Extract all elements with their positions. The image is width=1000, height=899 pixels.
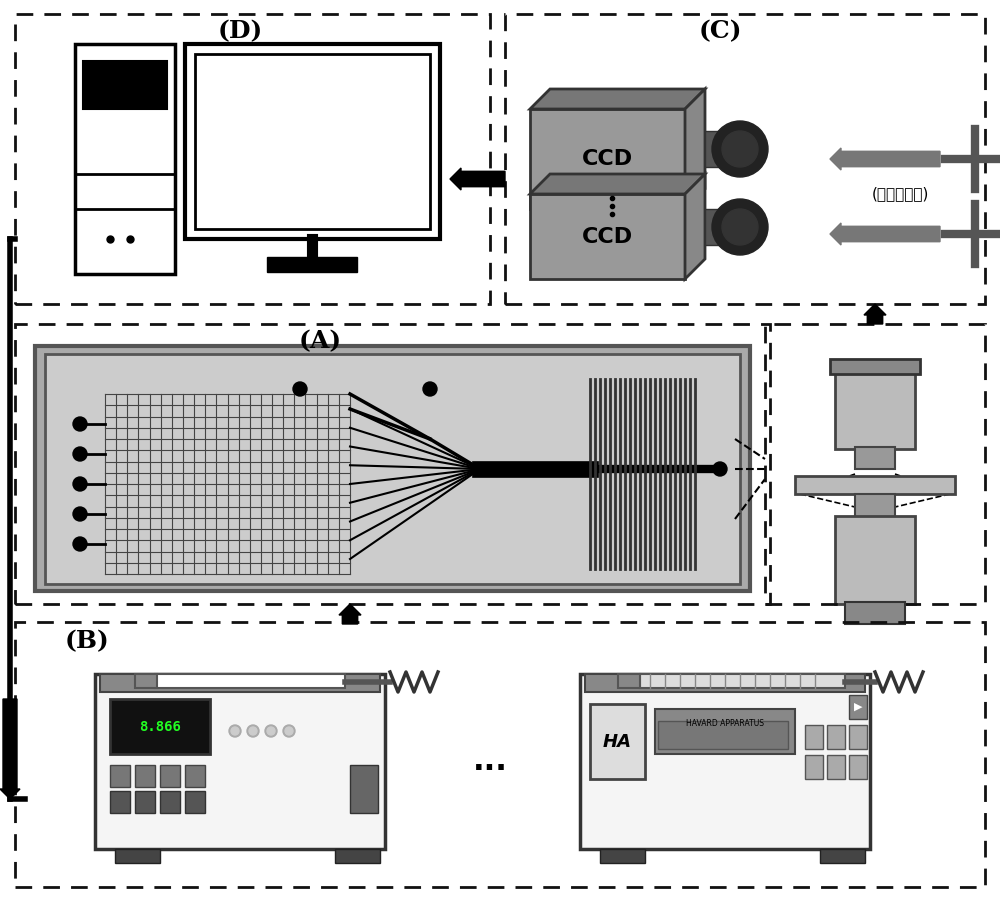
Polygon shape [685,89,705,209]
Bar [35,346,750,591]
Text: CCD: CCD [581,227,633,247]
Bar [100,674,380,692]
Bar [335,849,380,863]
Text: CCD: CCD [581,149,633,169]
Bar [820,849,865,863]
Bar [827,725,845,749]
Text: (C): (C) [698,19,742,43]
Bar [805,755,823,779]
Bar [135,791,155,813]
Bar [110,791,130,813]
Circle shape [73,477,87,491]
Bar [827,755,845,779]
Bar [267,257,357,272]
Circle shape [73,537,87,551]
Bar [115,849,160,863]
Bar [580,674,870,849]
Bar [83,61,167,109]
Bar [530,194,685,279]
Bar [505,14,985,304]
Polygon shape [530,89,705,109]
Circle shape [267,727,275,735]
Bar [655,709,795,754]
Text: ...: ... [473,746,507,776]
Polygon shape [339,604,361,624]
Bar [135,765,155,787]
Bar [640,674,845,688]
Bar [849,755,867,779]
Circle shape [265,725,277,737]
Bar [75,44,175,274]
Bar [618,674,640,688]
Bar [160,765,180,787]
Bar [600,849,645,863]
Circle shape [713,462,727,476]
Text: (A): (A) [298,329,342,353]
Circle shape [231,727,239,735]
Circle shape [229,725,241,737]
Circle shape [722,131,758,167]
Bar [585,674,865,692]
Bar [845,602,905,624]
Bar [185,791,205,813]
Bar [15,324,770,604]
Bar [160,791,180,813]
Circle shape [423,382,437,396]
Circle shape [73,507,87,521]
Polygon shape [864,304,886,324]
Bar [155,674,345,688]
Polygon shape [530,174,705,194]
Polygon shape [0,699,20,799]
Text: ▶: ▶ [854,702,862,712]
Bar [110,765,130,787]
Bar [835,369,915,449]
Circle shape [73,447,87,461]
Bar [795,476,955,494]
Bar [855,494,895,519]
Text: (B): (B) [65,629,110,653]
Bar [95,674,385,849]
Bar [45,354,740,584]
Polygon shape [830,148,940,170]
Text: (光束、滤镜): (光束、滤镜) [871,186,929,201]
Bar [15,14,490,304]
Bar [185,44,440,239]
Text: 8.866: 8.866 [139,720,181,734]
Bar [765,324,985,604]
Circle shape [247,725,259,737]
Bar [705,209,725,245]
Bar [705,131,725,167]
Bar [195,54,430,229]
Bar [849,695,867,719]
Bar [350,765,378,813]
Text: HA: HA [602,733,632,751]
Bar [855,447,895,469]
Circle shape [73,417,87,431]
Bar [530,109,685,209]
Circle shape [722,209,758,245]
Circle shape [712,121,768,177]
Bar [110,699,210,754]
Bar [135,674,157,688]
Circle shape [249,727,257,735]
Text: HAVARD APPARATUS: HAVARD APPARATUS [686,719,764,728]
Polygon shape [685,174,705,279]
Circle shape [293,382,307,396]
Bar [15,622,985,887]
Text: (D): (D) [217,19,263,43]
Bar [849,725,867,749]
Bar [830,359,920,374]
Circle shape [283,725,295,737]
Polygon shape [450,168,505,190]
Bar [590,704,645,779]
Bar [185,765,205,787]
Bar [835,516,915,604]
Bar [658,721,788,749]
Circle shape [712,199,768,255]
Bar [805,725,823,749]
Polygon shape [830,223,940,245]
Circle shape [285,727,293,735]
